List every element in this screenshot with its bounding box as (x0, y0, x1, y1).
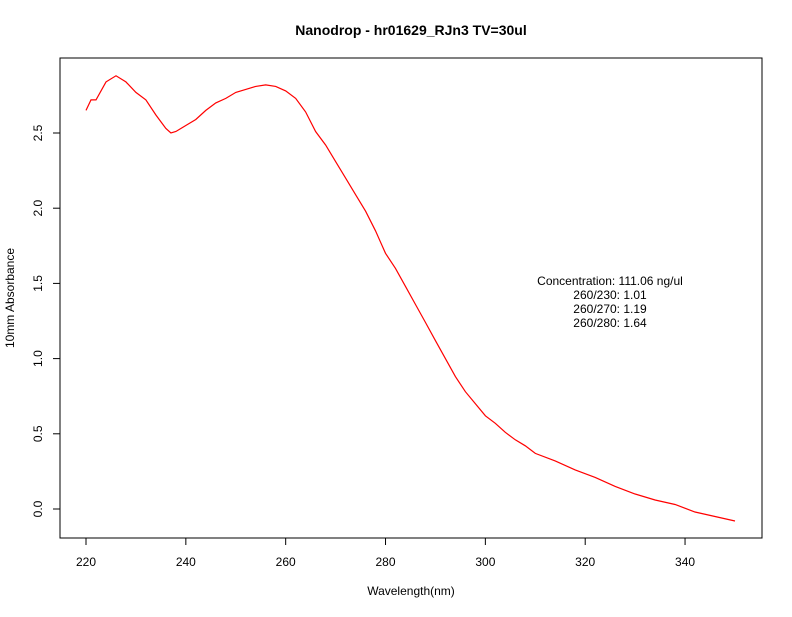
y-tick-label: 0.5 (31, 425, 45, 442)
ratio-260-270-annotation: 260/270: 1.19 (573, 302, 647, 316)
x-tick-label: 320 (575, 555, 595, 569)
ratio-260-280-annotation: 260/280: 1.64 (573, 316, 647, 330)
chart-title: Nanodrop - hr01629_RJn3 TV=30ul (295, 22, 526, 38)
y-tick-label: 2.5 (31, 124, 45, 141)
x-tick-label: 300 (475, 555, 495, 569)
concentration-annotation: Concentration: 111.06 ng/ul (537, 274, 683, 288)
y-tick-label: 1.0 (31, 350, 45, 367)
stats-annotation: Concentration: 111.06 ng/ul 260/230: 1.0… (537, 274, 683, 330)
x-tick-label: 220 (76, 555, 96, 569)
x-tick-label: 340 (675, 555, 695, 569)
y-tick-label: 0.0 (31, 500, 45, 517)
x-axis-label: Wavelength(nm) (367, 584, 455, 598)
y-tick-label: 1.5 (31, 275, 45, 292)
x-tick-label: 280 (376, 555, 396, 569)
absorbance-series-line (85, 75, 736, 522)
ratio-260-230-annotation: 260/230: 1.01 (573, 288, 647, 302)
x-tick-label: 240 (176, 555, 196, 569)
plot-frame (59, 57, 763, 539)
x-tick-label: 260 (276, 555, 296, 569)
y-axis-label: 10mm Absorbance (3, 248, 17, 348)
y-tick-label: 2.0 (31, 200, 45, 217)
